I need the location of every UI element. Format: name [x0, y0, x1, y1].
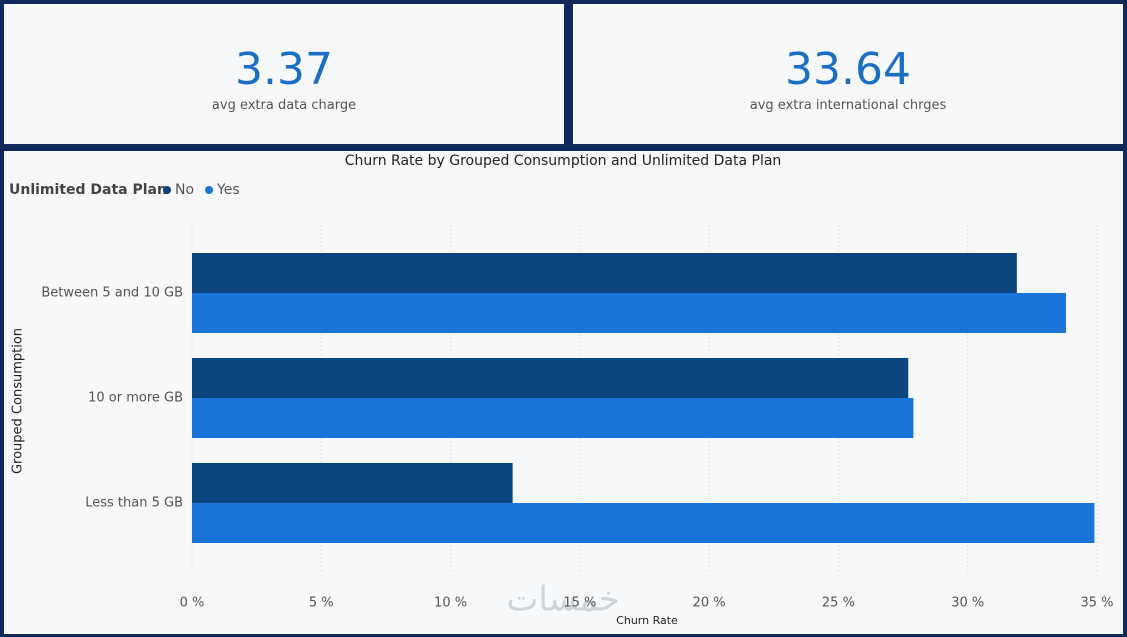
x-tick-label: 5 %	[309, 596, 334, 611]
kpi-card: 3.37 avg extra data charge	[4, 4, 564, 144]
x-tick-label: 35 %	[1080, 596, 1113, 611]
x-tick-label: 30 %	[951, 596, 984, 611]
legend-marker	[163, 186, 171, 194]
bar	[192, 463, 513, 503]
legend-label: No	[175, 182, 194, 198]
bar	[192, 253, 1017, 293]
kpi-card: 33.64 avg extra international chrges	[573, 4, 1123, 144]
x-tick-label: 10 %	[434, 596, 467, 611]
legend-label: Yes	[216, 182, 240, 198]
kpi-label: avg extra data charge	[211, 98, 357, 113]
x-tick-label: 15 %	[563, 596, 596, 611]
x-axis-title: Churn Rate	[616, 614, 678, 627]
chart: خمسات Churn Rate by Grouped Consumption …	[4, 151, 1123, 634]
y-tick-label: 10 or more GB	[88, 391, 183, 406]
x-tick-label: 25 %	[822, 596, 855, 611]
y-tick-label: Less than 5 GB	[85, 496, 183, 511]
legend-marker	[205, 186, 214, 194]
bar	[192, 398, 914, 438]
bar	[192, 293, 1066, 333]
kpi-label: avg extra international chrges	[749, 98, 947, 113]
y-axis-title: Grouped Consumption	[11, 328, 26, 474]
watermark: خمسات	[506, 580, 619, 620]
y-tick-label: Between 5 and 10 GB	[41, 286, 183, 301]
kpi-value: 3.37	[235, 44, 333, 95]
kpi-value: 33.64	[785, 44, 911, 95]
bar	[192, 358, 909, 398]
chart-title: Churn Rate by Grouped Consumption and Un…	[345, 153, 782, 169]
bar	[192, 503, 1095, 543]
x-tick-label: 0 %	[180, 596, 205, 611]
legend-title: Unlimited Data Plan	[9, 182, 167, 198]
x-tick-label: 20 %	[693, 596, 726, 611]
